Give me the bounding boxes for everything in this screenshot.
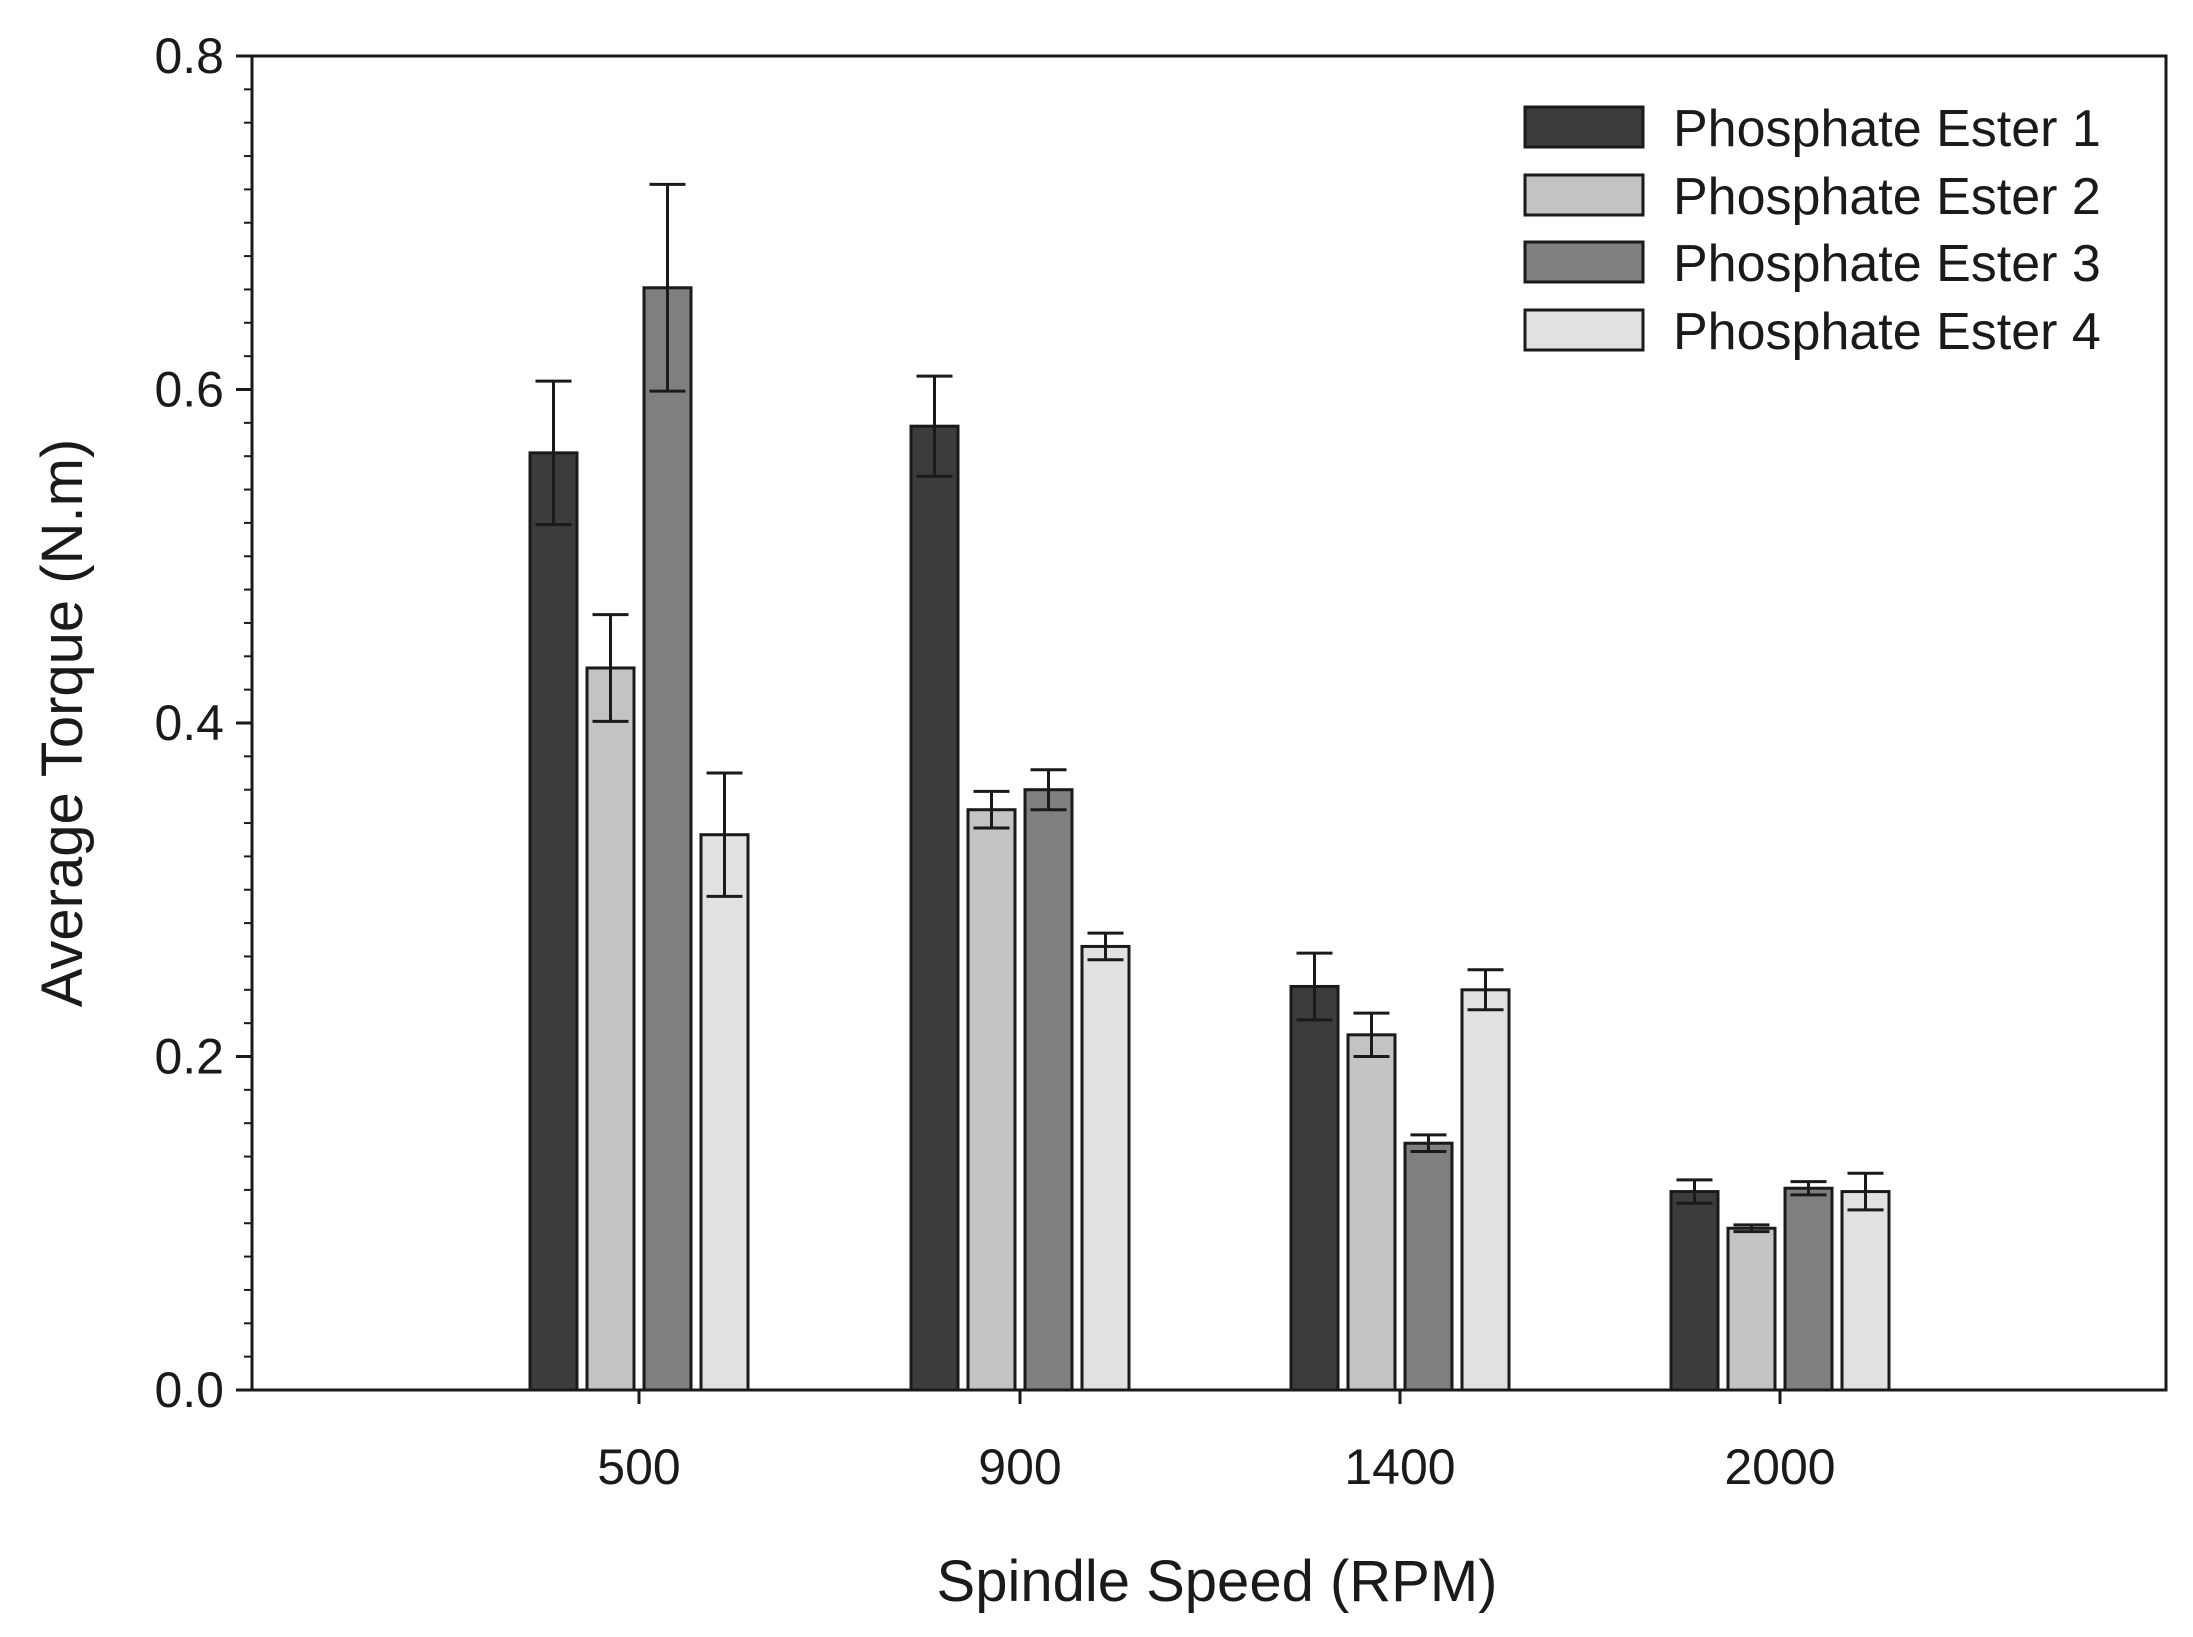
bar [1840, 1190, 1891, 1392]
bar [585, 666, 636, 1392]
x-axis: 500 900 1400 2000 [597, 1390, 1836, 1495]
y-tick-label: 0.8 [154, 28, 224, 84]
legend-label: Phosphate Ester 4 [1673, 303, 2101, 361]
bar [699, 833, 750, 1392]
legend-label: Phosphate Ester 3 [1673, 235, 2101, 293]
bar [909, 424, 960, 1392]
legend: Phosphate Ester 1 Phosphate Ester 2 Phos… [1523, 100, 2101, 361]
legend-item: Phosphate Ester 1 [1523, 100, 2101, 158]
legend-item: Phosphate Ester 3 [1523, 235, 2101, 293]
x-axis-title: Spindle Speed (RPM) [937, 1549, 1498, 1614]
legend-item: Phosphate Ester 4 [1523, 303, 2101, 361]
bar [1403, 1141, 1454, 1392]
y-axis: 0.0 0.2 0.4 0.6 0.8 [154, 28, 252, 1418]
y-tick-label: 0.0 [154, 1362, 224, 1418]
legend-swatch [1523, 240, 1645, 284]
y-tick-label: 0.6 [154, 362, 224, 418]
bar-series-group [528, 286, 1891, 1392]
bar [1726, 1226, 1777, 1392]
legend-item: Phosphate Ester 2 [1523, 168, 2101, 226]
legend-swatch [1523, 173, 1645, 217]
x-tick-label: 2000 [1724, 1439, 1835, 1495]
legend-label: Phosphate Ester 2 [1673, 168, 2101, 226]
bar [966, 808, 1017, 1392]
x-tick-label: 1400 [1344, 1439, 1455, 1495]
bar [1023, 788, 1074, 1392]
error-bars-group [535, 182, 1884, 1234]
bar [1783, 1186, 1834, 1392]
bar [1080, 944, 1131, 1392]
x-tick-label: 900 [978, 1439, 1061, 1495]
y-axis-title: Average Torque (N.m) [30, 439, 95, 1007]
y-tick-label: 0.2 [154, 1029, 224, 1085]
bar [1289, 984, 1340, 1392]
y-tick-label: 0.4 [154, 695, 224, 751]
legend-swatch [1523, 308, 1645, 352]
legend-label: Phosphate Ester 1 [1673, 100, 2101, 158]
bar [1346, 1033, 1397, 1392]
legend-swatch [1523, 105, 1645, 149]
bar [528, 451, 579, 1392]
x-tick-label: 500 [597, 1439, 680, 1495]
bar [642, 286, 693, 1392]
bar [1669, 1190, 1720, 1392]
bar [1460, 988, 1511, 1392]
